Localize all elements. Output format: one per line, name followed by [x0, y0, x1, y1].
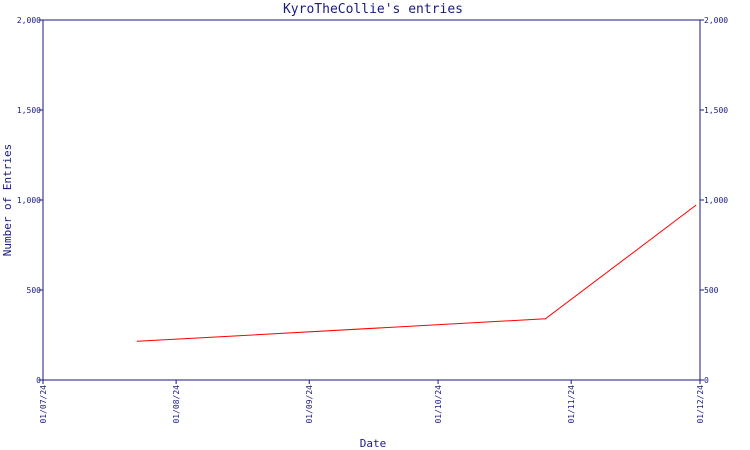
x-tick-label: 01/10/24	[434, 385, 443, 424]
y-axis-label: Number of Entries	[1, 144, 14, 257]
x-axis-label: Date	[360, 437, 387, 450]
x-tick-label: 01/12/24	[696, 385, 705, 424]
series-layer	[136, 204, 697, 342]
x-tick-label: 01/11/24	[567, 385, 576, 424]
x-axis: 01/07/24 01/08/24 01/09/24 01/10/24 01/11/24…	[39, 380, 705, 424]
y-axis-right: 0 500 1,000 1,500 2,000	[700, 16, 728, 385]
y-tick-label-right: 1,000	[704, 196, 728, 205]
y-tick-label-left: 0	[36, 376, 41, 385]
plot-area-frame	[42, 19, 701, 381]
x-tick-label: 01/07/24	[39, 385, 48, 424]
data-point	[544, 318, 547, 320]
y-tick-label-left: 1,000	[17, 196, 41, 205]
y-tick-label-left: 2,000	[17, 16, 41, 25]
chart-title: KyroTheCollie's entries	[283, 2, 463, 17]
y-tick-label-right: 1,500	[704, 106, 728, 115]
x-tick-label: 01/08/24	[172, 385, 181, 424]
y-tick-label-right: 2,000	[704, 16, 728, 25]
y-tick-label-left: 1,500	[17, 106, 41, 115]
y-tick-label-right: 0	[704, 376, 709, 385]
y-tick-label-left: 500	[27, 286, 42, 295]
x-tick-label: 01/09/24	[305, 385, 314, 424]
data-point	[136, 340, 139, 342]
series-line	[137, 205, 697, 342]
y-axis-left: 0 500 1,000 1,500 2,000	[17, 16, 43, 385]
data-point	[695, 204, 697, 206]
y-tick-label-right: 500	[704, 286, 719, 295]
